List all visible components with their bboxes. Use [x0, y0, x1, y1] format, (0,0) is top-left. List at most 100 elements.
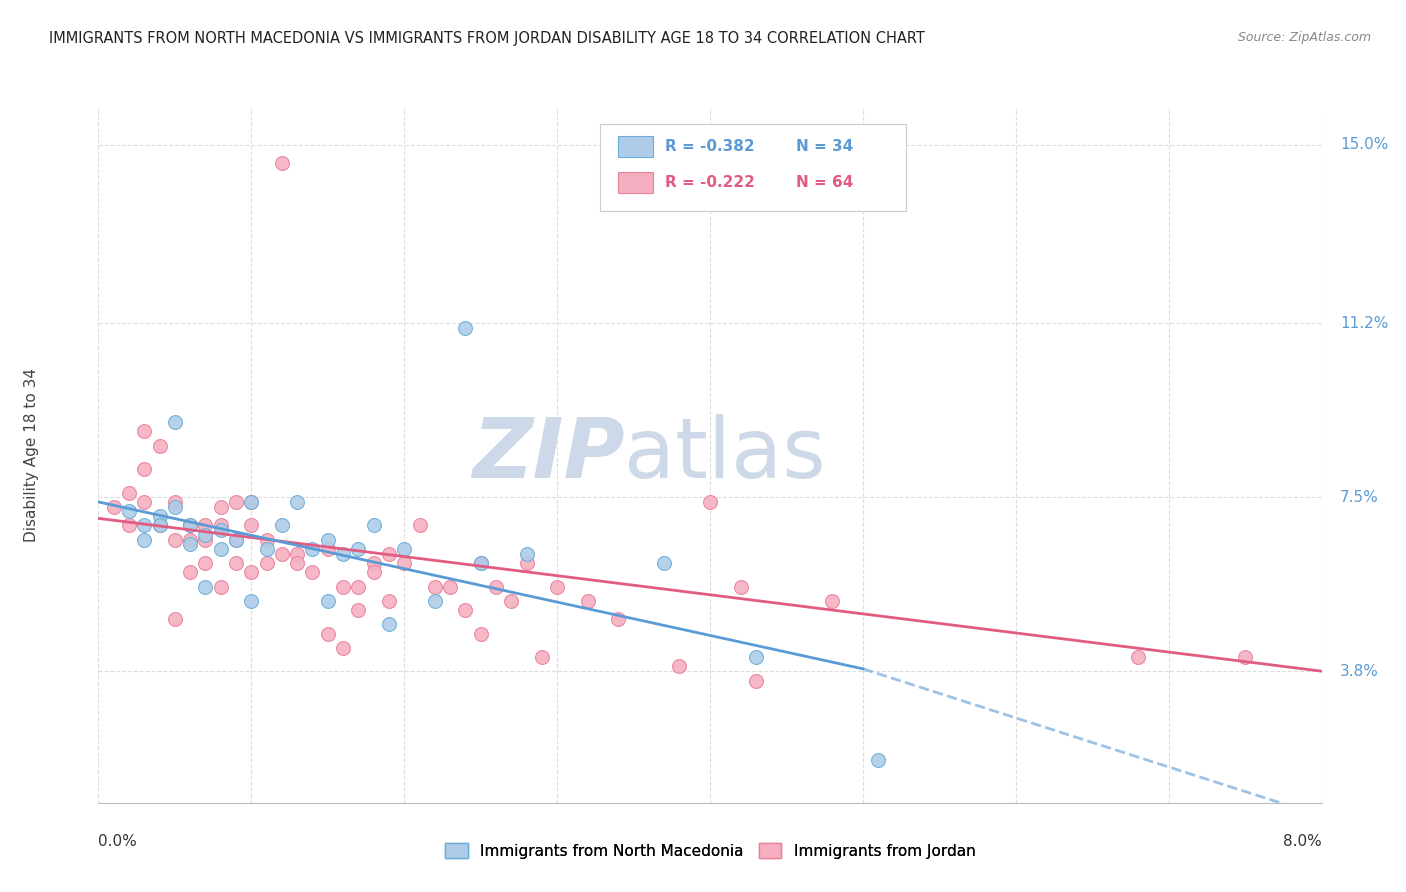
- Point: [194, 518, 217, 533]
- Point: [668, 659, 690, 673]
- Point: [163, 612, 186, 626]
- Text: 0.0%: 0.0%: [98, 834, 138, 849]
- Point: [270, 547, 294, 561]
- Point: [240, 566, 263, 580]
- Text: 15.0%: 15.0%: [1340, 137, 1388, 153]
- Point: [179, 533, 201, 547]
- Text: 3.8%: 3.8%: [1340, 664, 1379, 679]
- Point: [745, 650, 768, 665]
- Point: [240, 518, 263, 533]
- Text: ZIP: ZIP: [472, 415, 624, 495]
- Point: [454, 603, 477, 617]
- Text: 7.5%: 7.5%: [1340, 490, 1379, 505]
- Point: [363, 556, 385, 570]
- Legend: Immigrants from North Macedonia, Immigrants from Jordan: Immigrants from North Macedonia, Immigra…: [439, 837, 981, 864]
- Point: [347, 603, 370, 617]
- Point: [179, 518, 201, 533]
- Point: [209, 580, 232, 594]
- Point: [256, 556, 278, 570]
- Point: [332, 580, 354, 594]
- Point: [225, 533, 247, 547]
- Point: [301, 566, 323, 580]
- Point: [118, 485, 141, 500]
- Point: [256, 541, 278, 556]
- Point: [149, 518, 172, 533]
- Point: [134, 425, 156, 439]
- FancyBboxPatch shape: [600, 124, 905, 211]
- Point: [240, 495, 263, 509]
- Point: [209, 541, 232, 556]
- Point: [332, 547, 354, 561]
- Point: [118, 504, 141, 518]
- Point: [408, 518, 430, 533]
- Point: [103, 500, 125, 514]
- Point: [194, 528, 217, 542]
- Point: [179, 537, 201, 551]
- Point: [134, 518, 156, 533]
- Point: [516, 547, 538, 561]
- Point: [163, 533, 186, 547]
- Point: [1128, 650, 1150, 665]
- Point: [470, 556, 492, 570]
- Point: [285, 547, 308, 561]
- Point: [301, 541, 323, 556]
- Point: [439, 580, 461, 594]
- Point: [470, 626, 492, 640]
- Point: [225, 556, 247, 570]
- Point: [485, 580, 508, 594]
- Point: [868, 754, 890, 768]
- Point: [316, 541, 339, 556]
- Point: [163, 415, 186, 429]
- Text: Source: ZipAtlas.com: Source: ZipAtlas.com: [1237, 31, 1371, 45]
- Point: [332, 640, 354, 655]
- Point: [392, 541, 416, 556]
- Point: [730, 580, 752, 594]
- Point: [316, 593, 339, 607]
- Point: [576, 593, 599, 607]
- Point: [118, 518, 141, 533]
- Point: [378, 547, 401, 561]
- Point: [240, 495, 263, 509]
- Text: 11.2%: 11.2%: [1340, 316, 1388, 331]
- Text: atlas: atlas: [624, 415, 827, 495]
- Point: [209, 518, 232, 533]
- Point: [209, 500, 232, 514]
- Point: [316, 626, 339, 640]
- Point: [347, 541, 370, 556]
- Point: [149, 438, 172, 452]
- Point: [134, 533, 156, 547]
- Point: [285, 495, 308, 509]
- Point: [149, 509, 172, 524]
- Text: IMMIGRANTS FROM NORTH MACEDONIA VS IMMIGRANTS FROM JORDAN DISABILITY AGE 18 TO 3: IMMIGRANTS FROM NORTH MACEDONIA VS IMMIG…: [49, 31, 925, 46]
- Point: [363, 566, 385, 580]
- Point: [652, 556, 675, 570]
- Point: [363, 518, 385, 533]
- FancyBboxPatch shape: [619, 136, 652, 157]
- Point: [194, 533, 217, 547]
- Point: [530, 650, 553, 665]
- Text: R = -0.222: R = -0.222: [665, 176, 755, 190]
- Point: [607, 612, 630, 626]
- Point: [470, 556, 492, 570]
- Point: [149, 518, 172, 533]
- Text: N = 64: N = 64: [796, 176, 853, 190]
- Text: R = -0.382: R = -0.382: [665, 139, 755, 154]
- Point: [454, 321, 477, 335]
- Point: [516, 556, 538, 570]
- Point: [423, 593, 446, 607]
- Point: [225, 533, 247, 547]
- Point: [270, 518, 294, 533]
- Point: [163, 495, 186, 509]
- Point: [699, 495, 721, 509]
- Point: [347, 580, 370, 594]
- Point: [134, 495, 156, 509]
- Point: [285, 556, 308, 570]
- Text: N = 34: N = 34: [796, 139, 853, 154]
- Point: [821, 593, 844, 607]
- Point: [225, 495, 247, 509]
- Point: [179, 518, 201, 533]
- Text: 8.0%: 8.0%: [1282, 834, 1322, 849]
- Point: [501, 593, 523, 607]
- Point: [392, 556, 416, 570]
- Point: [546, 580, 568, 594]
